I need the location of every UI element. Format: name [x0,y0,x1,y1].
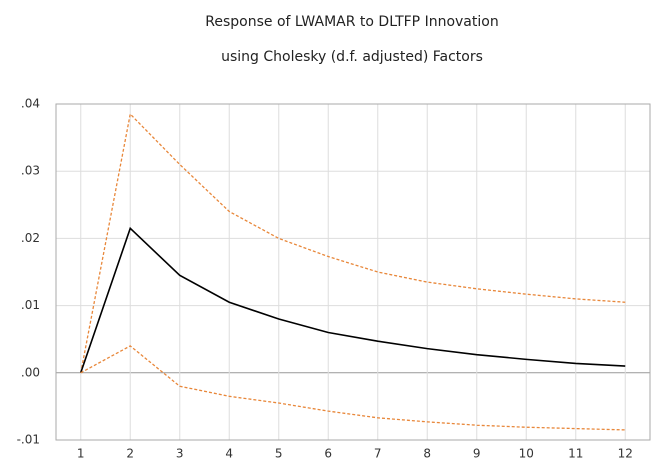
x-tick-label: 5 [275,447,283,461]
x-tick-label: 7 [374,447,382,461]
y-tick-label: .02 [21,231,40,245]
x-tick-label: 10 [519,447,534,461]
x-tick-label: 2 [126,447,134,461]
y-tick-label: -.01 [17,433,40,447]
plot-border [55,103,651,441]
x-tick-label: 3 [176,447,184,461]
series-line [80,345,626,431]
series-line [79,226,626,374]
chart-subtitle: using Cholesky (d.f. adjusted) Factors [221,49,483,65]
y-tick-label: .01 [21,298,40,312]
y-tick-label: .00 [21,365,40,379]
x-tick-label: 6 [324,447,332,461]
x-tick-label: 4 [225,447,233,461]
x-tick-label: 1 [77,447,85,461]
series-line [80,112,626,373]
y-tick-label: .03 [21,164,40,178]
y-tick-label: .04 [21,97,40,111]
x-tick-label: 8 [423,447,431,461]
x-tick-label: 11 [568,447,583,461]
chart-title: Response of LWAMAR to DLTFP Innovation [205,14,498,30]
x-tick-label: 12 [618,447,633,461]
x-tick-label: 9 [473,447,481,461]
